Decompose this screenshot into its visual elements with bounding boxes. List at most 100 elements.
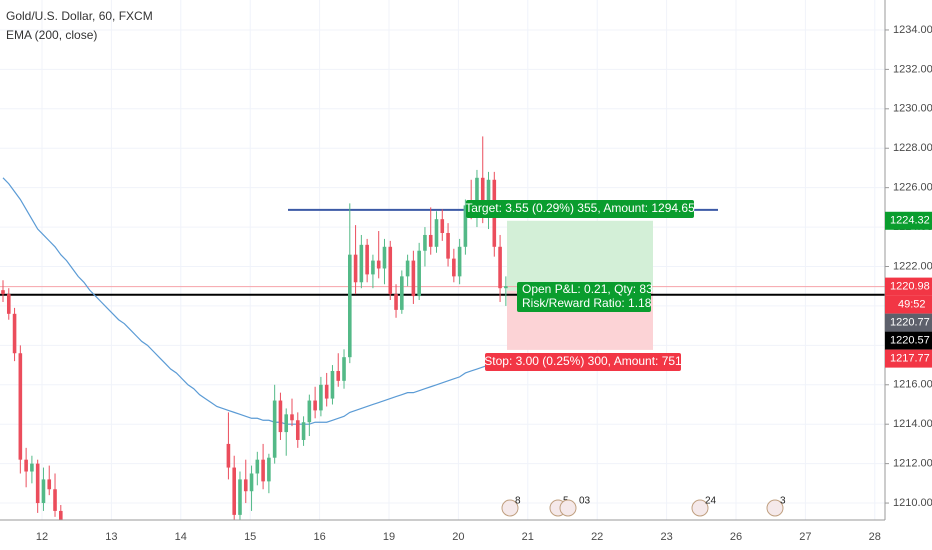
price-badge bbox=[885, 331, 932, 350]
y-tick-label: 1230.00 bbox=[893, 103, 932, 115]
x-tick-label: 16 bbox=[313, 531, 325, 543]
candle-body bbox=[434, 219, 439, 247]
countdown-label: 49:52 bbox=[898, 299, 926, 311]
candle-body bbox=[411, 260, 416, 297]
candle-body bbox=[226, 443, 231, 468]
candle-body bbox=[428, 234, 433, 247]
candle-body bbox=[53, 489, 57, 511]
candle-body bbox=[480, 177, 485, 214]
candle-body bbox=[371, 260, 375, 275]
candle-body bbox=[47, 479, 52, 490]
x-tick-label: 23 bbox=[660, 531, 672, 543]
price-badge-label: 1217.77 bbox=[890, 353, 930, 365]
price-badge-label: 1220.57 bbox=[890, 335, 930, 347]
candle-body bbox=[59, 510, 63, 520]
event-count: 03 bbox=[579, 496, 591, 507]
event-icon bbox=[501, 499, 519, 517]
y-tick-label: 1210.00 bbox=[893, 497, 932, 509]
event-count: 24 bbox=[705, 496, 717, 507]
candle-body bbox=[365, 244, 369, 275]
x-tick-label: 28 bbox=[869, 531, 881, 543]
y-tick-label: 1226.00 bbox=[893, 182, 932, 194]
rr-label: Risk/Reward Ratio: 1.18 bbox=[522, 296, 652, 310]
candle-body bbox=[394, 294, 398, 310]
price-badge bbox=[885, 211, 932, 230]
candle-body bbox=[278, 400, 283, 433]
symbol-title: Gold/U.S. Dollar, 60, FXCM bbox=[6, 9, 153, 23]
price-badge bbox=[885, 349, 932, 368]
y-tick-label: 1212.00 bbox=[893, 458, 932, 470]
grid bbox=[0, 0, 885, 520]
price-badge bbox=[885, 313, 932, 332]
pnl-label: Open P&L: 0.21, Qty: 83 bbox=[522, 282, 653, 296]
event-count: 3 bbox=[780, 496, 786, 507]
candle-body bbox=[504, 286, 508, 289]
x-tick-label: 20 bbox=[452, 531, 464, 543]
candle-body bbox=[336, 370, 341, 381]
y-tick-label: 1222.00 bbox=[893, 260, 932, 272]
y-tick-label: 1234.00 bbox=[893, 24, 932, 36]
candle-body bbox=[353, 254, 358, 283]
event-icon bbox=[691, 499, 709, 517]
candle-body bbox=[440, 219, 445, 233]
position-label: Stop: 3.00 (0.25%) 300, Amount: 751 bbox=[484, 354, 682, 368]
candle-body bbox=[359, 244, 364, 283]
candle-body bbox=[417, 250, 421, 297]
x-tick-label: 27 bbox=[799, 531, 811, 543]
candle-body bbox=[18, 353, 23, 460]
candle-body bbox=[376, 260, 381, 269]
candle-body bbox=[290, 414, 294, 421]
y-tick-label: 1216.00 bbox=[893, 379, 932, 391]
candle-body bbox=[243, 479, 248, 492]
event-count: 8 bbox=[515, 496, 521, 507]
candle-body bbox=[330, 370, 335, 399]
x-tick-label: 21 bbox=[522, 531, 534, 543]
candle-body bbox=[24, 459, 28, 472]
candle-body bbox=[324, 384, 329, 399]
y-tick-label: 1228.00 bbox=[893, 142, 932, 154]
candle-body bbox=[267, 457, 271, 482]
x-tick-label: 12 bbox=[36, 531, 48, 543]
candle-body bbox=[284, 414, 289, 433]
candle-body bbox=[382, 246, 387, 269]
price-badge-label: 1224.32 bbox=[890, 215, 930, 227]
price-badge bbox=[885, 277, 932, 296]
candle-body bbox=[295, 420, 300, 440]
candle-body bbox=[301, 422, 306, 440]
candle-body bbox=[249, 473, 254, 492]
candle-body bbox=[35, 463, 40, 504]
target-zone bbox=[507, 220, 653, 291]
candle-body bbox=[30, 463, 34, 472]
candle-body bbox=[307, 400, 312, 423]
candle-body bbox=[41, 479, 46, 504]
candle-body bbox=[446, 232, 450, 259]
candle-body bbox=[6, 294, 11, 314]
candle-body bbox=[475, 177, 479, 212]
candle-body bbox=[261, 459, 265, 482]
position-label-bg bbox=[466, 200, 694, 218]
candle-body bbox=[486, 179, 491, 214]
candle-body bbox=[255, 459, 260, 474]
candle-body bbox=[12, 313, 17, 354]
candle-body bbox=[400, 276, 404, 310]
event-icon bbox=[766, 499, 784, 517]
indicator-title: EMA (200, close) bbox=[6, 28, 97, 42]
x-tick-label: 13 bbox=[105, 531, 117, 543]
event-icon bbox=[559, 499, 577, 517]
pnl-label-bg bbox=[517, 282, 651, 312]
y-tick-label: 1232.00 bbox=[893, 63, 932, 75]
candle-body bbox=[272, 400, 277, 458]
x-tick-label: 26 bbox=[730, 531, 742, 543]
x-tick-label: 14 bbox=[175, 531, 187, 543]
x-tick-label: 15 bbox=[244, 531, 256, 543]
candle-body bbox=[463, 205, 468, 247]
candle-body bbox=[319, 384, 323, 411]
candle-body bbox=[313, 400, 317, 411]
y-tick-label: 1214.00 bbox=[893, 418, 932, 430]
candle-body bbox=[405, 260, 410, 277]
x-tick-label: 19 bbox=[383, 531, 395, 543]
position-label-bg bbox=[485, 353, 681, 371]
candle-body bbox=[342, 357, 346, 381]
x-tick-label: 22 bbox=[591, 531, 603, 543]
